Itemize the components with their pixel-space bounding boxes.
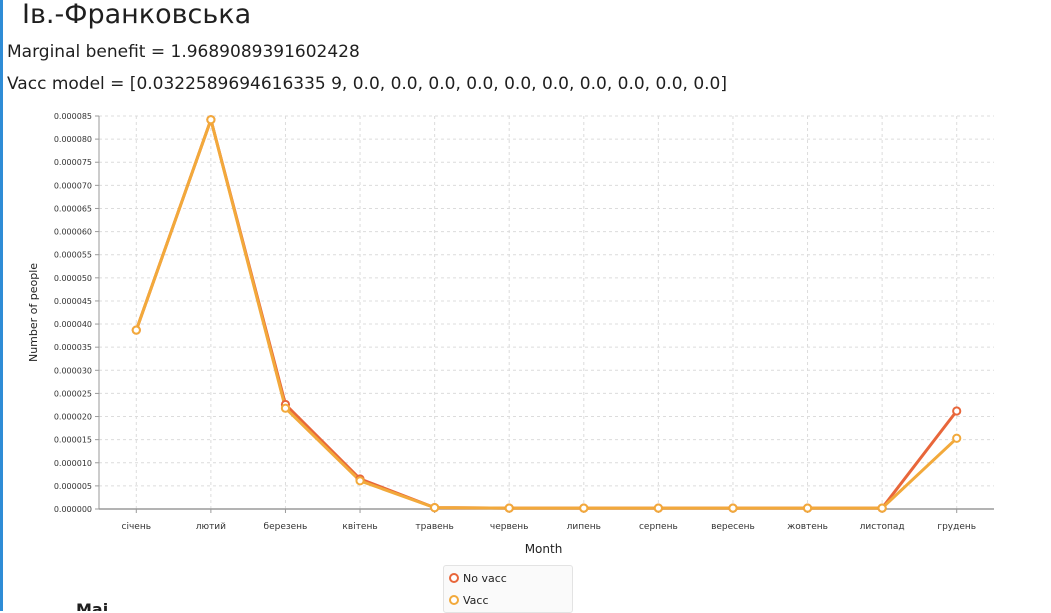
data-point-vacc (131, 325, 141, 335)
x-tick-label: квітень (342, 522, 377, 532)
data-point-vacc (504, 503, 514, 513)
marginal-benefit-text: Marginal benefit = 1.9689089391602428 (7, 42, 360, 62)
x-tick-label: вересень (711, 522, 755, 532)
y-tick-label: 0.000080 (54, 135, 92, 144)
legend-label-no-vacc: No vacc (463, 572, 507, 585)
y-tick-label: 0.000020 (54, 413, 92, 422)
data-point-vacc (206, 115, 216, 125)
y-tick-label: 0.000060 (54, 228, 92, 237)
plot-area (99, 116, 994, 509)
legend-item-vacc: Vacc (449, 593, 489, 609)
x-tick-label: серпень (639, 522, 678, 532)
data-point-vacc (355, 476, 365, 486)
y-tick-label: 0.000005 (54, 482, 92, 491)
y-tick-label: 0.000075 (54, 158, 92, 167)
x-tick-label: січень (122, 522, 152, 532)
y-tick-label: 0.000055 (54, 251, 92, 260)
vacc-model-text: Vacc model = [0.0322589694616335 9, 0.0,… (7, 74, 728, 94)
data-point-vacc (877, 503, 887, 513)
y-tick-label: 0.000065 (54, 204, 92, 213)
data-point-vacc (280, 403, 291, 413)
data-point-vacc (579, 503, 589, 513)
chart-legend: No vacc Vacc (443, 565, 573, 613)
y-tick-label: 0.000000 (54, 505, 92, 514)
legend-swatch-vacc (449, 595, 459, 605)
x-tick-label: червень (490, 522, 529, 532)
next-section-title: Mai (76, 600, 109, 611)
data-point-vacc (728, 503, 738, 513)
x-tick-label: травень (415, 522, 454, 532)
x-axis-title: Month (525, 542, 563, 556)
data-point-no-vacc (952, 406, 962, 416)
line-chart: 0.000000 0.000005 0.000010 0.000015 0.000020… (27, 112, 994, 556)
x-tick-label: жовтень (787, 522, 828, 532)
page-title: Ів.-Франковська (22, 0, 252, 30)
data-point-vacc (430, 503, 440, 513)
x-tick-label: грудень (937, 522, 976, 532)
y-tick-label: 0.000085 (54, 112, 92, 121)
y-tick-label: 0.000040 (54, 320, 92, 329)
y-tick-label: 0.000045 (54, 297, 92, 306)
y-tick-label: 0.000050 (54, 274, 92, 283)
y-axis-title: Number of people (27, 263, 40, 362)
y-tick-label: 0.000010 (54, 459, 92, 468)
y-tick-label: 0.000015 (54, 436, 92, 445)
legend-item-no-vacc: No vacc (449, 571, 507, 587)
legend-swatch-no-vacc (449, 573, 459, 583)
y-tick-label: 0.000030 (54, 366, 92, 375)
x-tick-label: лютий (196, 522, 226, 532)
legend-label-vacc: Vacc (463, 594, 489, 607)
data-point-vacc (802, 503, 813, 513)
x-tick-label: березень (264, 522, 308, 532)
y-tick-label: 0.000070 (54, 181, 92, 190)
series-line-vacc (134, 118, 958, 510)
x-tick-label: листопад (860, 522, 905, 532)
window-left-border (0, 0, 3, 611)
x-tick-label: липень (567, 522, 601, 532)
data-point-vacc (653, 503, 663, 513)
y-tick-label: 0.000025 (54, 389, 92, 398)
data-point-vacc (952, 433, 962, 443)
y-tick-label: 0.000035 (54, 343, 92, 352)
